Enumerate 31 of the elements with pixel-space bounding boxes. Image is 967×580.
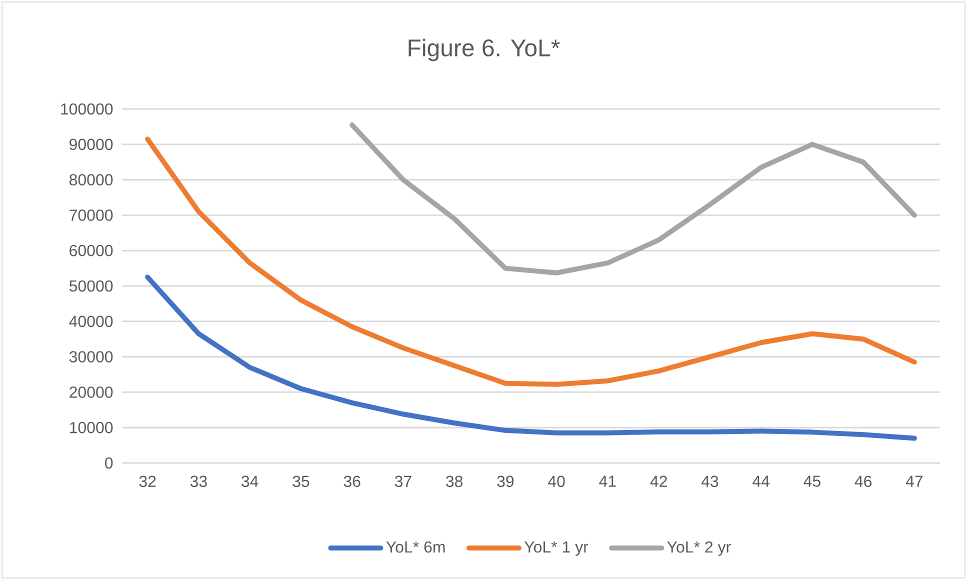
y-tick-label: 80000: [69, 174, 113, 186]
y-tick-label: 60000: [70, 244, 113, 256]
x-tick-label: 42: [650, 476, 667, 487]
y-tick-label: 100000: [61, 103, 113, 115]
y-tick-label: 30000: [69, 351, 113, 362]
x-tick-label: 35: [292, 476, 310, 488]
y-tick-label: 10000: [70, 422, 113, 434]
x-tick-label: 37: [394, 476, 412, 488]
legend-label: YoL* 6m: [386, 541, 445, 553]
x-tick-label: 40: [548, 476, 565, 488]
chart-title: Figure 6. YoL*: [408, 38, 560, 62]
x-tick-label: 41: [599, 476, 616, 487]
y-tick-label: 20000: [70, 386, 113, 398]
x-tick-label: 39: [497, 476, 514, 488]
y-tick-label: 70000: [70, 210, 113, 221]
legend-label: YoL* 1 yr: [524, 541, 588, 556]
x-tick-label: 34: [242, 476, 258, 488]
y-tick-label: 0: [105, 457, 113, 469]
x-tick-label: 43: [701, 476, 718, 488]
y-tick-label: 50000: [69, 280, 113, 292]
y-tick-label: 90000: [70, 138, 113, 150]
x-tick-label: 38: [446, 476, 463, 488]
x-tick-label: 44: [752, 476, 770, 487]
legend-label: YoL* 2 yr: [667, 541, 731, 556]
y-tick-label: 40000: [69, 316, 113, 328]
x-tick-label: 36: [344, 476, 360, 488]
x-tick-label: 33: [190, 476, 207, 488]
x-tick-label: 46: [854, 476, 872, 488]
x-tick-label: 32: [139, 476, 156, 488]
x-tick-label: 45: [804, 476, 820, 487]
x-tick-label: 47: [906, 476, 923, 487]
